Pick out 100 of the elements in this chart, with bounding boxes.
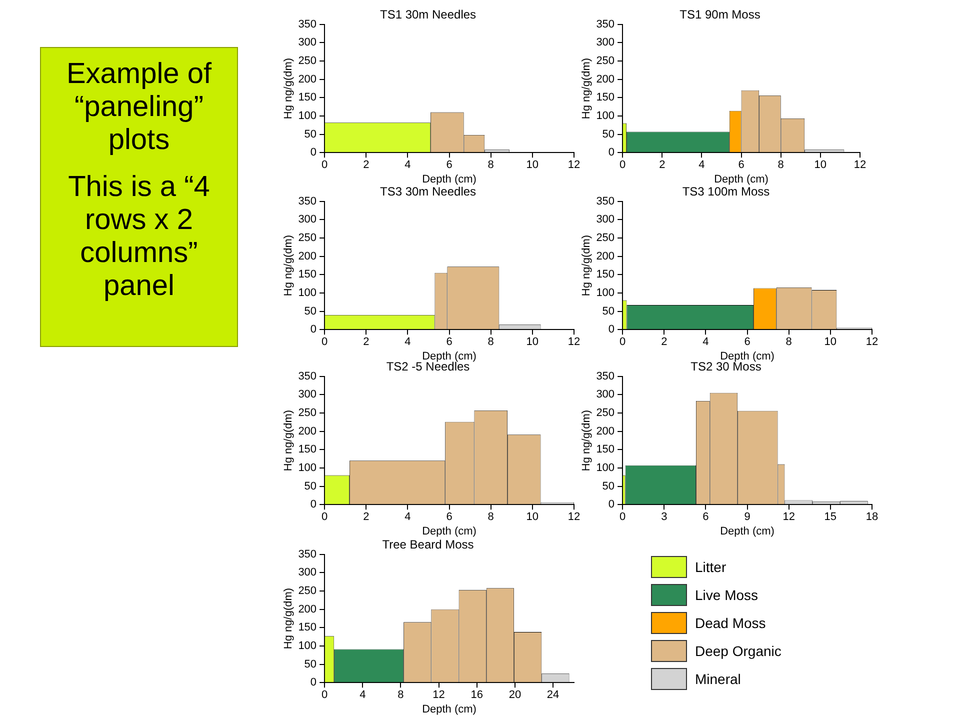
- y-tick-label: 350: [298, 195, 317, 208]
- x-tick-label: 6: [744, 336, 750, 348]
- chart-title: TS1 90m Moss: [680, 8, 760, 22]
- x-tick-label: 20: [508, 689, 522, 702]
- y-tick-label: 250: [596, 55, 615, 68]
- x-tick-label: 12: [866, 336, 878, 348]
- x-tick-label: 10: [526, 511, 539, 524]
- x-tick-label: 2: [661, 336, 668, 348]
- x-axis-title: Depth (cm): [422, 173, 476, 186]
- chart-title: TS3 100m Moss: [682, 184, 770, 199]
- x-tick-label: 0: [321, 336, 328, 348]
- x-tick-label: 6: [702, 511, 709, 524]
- x-tick-label: 9: [744, 511, 750, 524]
- legend-label: Mineral: [695, 671, 741, 687]
- chart-title: TS1 30m Needles: [380, 8, 476, 22]
- x-tick-label: 6: [738, 159, 744, 172]
- y-axis-title: Hg ng/g(dm): [282, 410, 295, 472]
- y-tick-label: 100: [298, 640, 317, 652]
- x-tick-label: 0: [619, 511, 626, 524]
- y-tick-label: 100: [298, 110, 317, 122]
- x-tick-label: 8: [488, 159, 494, 172]
- x-tick-label: 0: [619, 159, 626, 172]
- x-tick-label: 2: [363, 511, 370, 524]
- y-tick-label: 0: [608, 324, 615, 336]
- x-tick-label: 4: [404, 336, 411, 348]
- x-tick-label: 4: [702, 336, 709, 348]
- legend-label: Dead Moss: [695, 615, 766, 631]
- x-axis-title: Depth (cm): [422, 350, 476, 362]
- x-tick-label: 4: [360, 689, 366, 702]
- y-tick-label: 0: [608, 146, 615, 159]
- y-tick-label: 200: [298, 250, 317, 262]
- x-tick-label: 12: [854, 159, 866, 172]
- y-axis-title: Hg ng/g(dm): [580, 234, 593, 296]
- y-tick-label: 350: [298, 548, 317, 560]
- x-tick-label: 0: [321, 511, 328, 524]
- chart-title: TS3 30m Needles: [380, 184, 476, 199]
- y-tick-label: 300: [298, 566, 317, 579]
- legend-label: Live Moss: [695, 587, 758, 603]
- x-tick-label: 10: [526, 336, 539, 348]
- y-tick-label: 0: [310, 146, 317, 159]
- x-tick-label: 24: [546, 689, 560, 702]
- x-axis-title: Depth (cm): [720, 350, 774, 362]
- y-tick-label: 100: [596, 110, 615, 122]
- y-axis-title: Hg ng/g(dm): [282, 234, 295, 296]
- y-tick-label: 200: [596, 73, 615, 86]
- y-tick-label: 100: [596, 462, 615, 474]
- x-axis-title: Depth (cm): [422, 525, 476, 538]
- x-tick-label: 3: [661, 511, 668, 524]
- x-tick-label: 10: [824, 336, 837, 348]
- y-tick-label: 150: [298, 268, 317, 281]
- x-tick-label: 0: [321, 689, 328, 702]
- y-tick-label: 250: [298, 585, 317, 598]
- text: Example of “paneling” plots: [65, 58, 213, 157]
- x-tick-label: 10: [814, 159, 827, 172]
- x-tick-label: 6: [446, 159, 452, 172]
- x-tick-label: 8: [488, 511, 494, 524]
- x-axis-title: Depth (cm): [422, 703, 476, 716]
- y-tick-label: 250: [298, 407, 317, 420]
- y-tick-label: 250: [596, 407, 615, 420]
- y-tick-label: 0: [310, 324, 317, 336]
- y-tick-label: 300: [298, 214, 317, 226]
- x-tick-label: 12: [568, 511, 580, 524]
- y-tick-label: 150: [596, 268, 615, 281]
- text: This is a “4 rows x 2 columns” panel: [67, 171, 211, 303]
- y-tick-label: 200: [298, 603, 317, 616]
- y-tick-label: 350: [596, 18, 615, 30]
- x-tick-label: 16: [470, 689, 484, 702]
- y-tick-label: 200: [298, 425, 317, 438]
- y-tick-label: 350: [298, 370, 317, 382]
- x-axis-title: Depth (cm): [720, 525, 774, 538]
- y-tick-label: 150: [596, 92, 615, 104]
- y-tick-label: 150: [298, 622, 317, 634]
- x-tick-label: 4: [404, 511, 411, 524]
- x-tick-label: 8: [786, 336, 792, 348]
- x-tick-label: 8: [778, 159, 784, 172]
- y-tick-label: 300: [596, 388, 615, 401]
- y-tick-label: 150: [298, 92, 317, 104]
- y-tick-label: 300: [596, 214, 615, 226]
- y-tick-label: 0: [608, 498, 615, 511]
- x-tick-label: 15: [824, 511, 837, 524]
- y-tick-label: 50: [602, 128, 615, 140]
- y-tick-label: 0: [310, 676, 317, 689]
- y-tick-label: 50: [602, 480, 615, 492]
- y-tick-label: 50: [304, 128, 317, 140]
- legend-label: Litter: [695, 559, 726, 575]
- x-tick-label: 12: [432, 689, 445, 702]
- x-tick-label: 8: [398, 689, 404, 702]
- x-axis-title: Depth (cm): [714, 173, 768, 186]
- x-tick-label: 6: [446, 336, 452, 348]
- x-tick-label: 2: [659, 159, 666, 172]
- x-tick-label: 12: [568, 159, 580, 172]
- x-tick-label: 4: [404, 159, 411, 172]
- y-tick-label: 50: [304, 305, 317, 318]
- y-tick-label: 200: [298, 73, 317, 86]
- y-tick-label: 50: [304, 480, 317, 492]
- x-tick-label: 12: [568, 336, 580, 348]
- y-tick-label: 100: [596, 287, 615, 300]
- legend-label: Deep Organic: [695, 643, 782, 659]
- x-tick-label: 12: [782, 511, 795, 524]
- y-tick-label: 150: [596, 444, 615, 456]
